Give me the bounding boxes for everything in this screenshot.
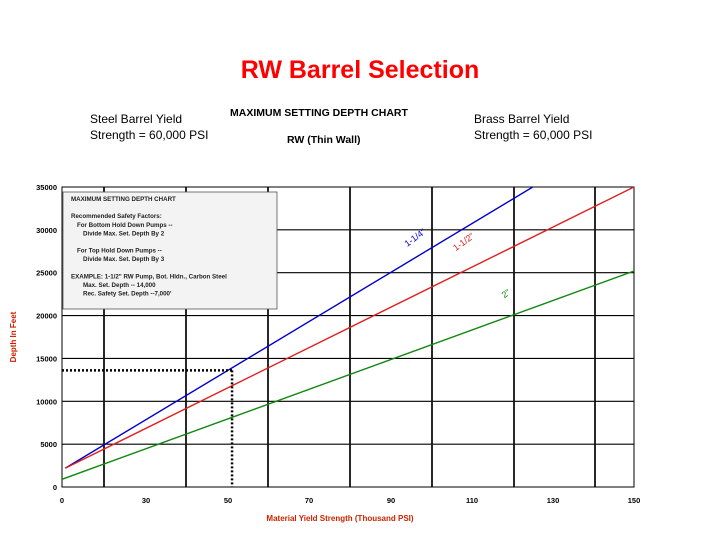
y-tick-label: 10000 [36,397,57,406]
inset-note-line: Divide Max. Set. Depth By 2 [83,230,165,237]
inset-note-box [62,191,278,310]
brass-yield-note-line: Brass Barrel Yield [474,112,570,126]
series-line [65,187,634,469]
inset-note-line: MAXIMUM SETTING DEPTH CHART [71,196,176,203]
plot-frame [61,186,635,488]
steel-yield-note: Steel Barrel Yield Strength = 60,000 PSI [90,111,240,143]
x-axis-label: Material Yield Strength (Thousand PSI) [266,514,413,523]
y-tick-label: 5000 [40,440,57,449]
inset-note-line: Rec. Safety Set. Depth --7,000' [83,291,172,298]
series-line [62,270,634,480]
chart-subtitle: RW (Thin Wall) [287,134,361,146]
inset-note-line: For Bottom Hold Down Pumps -- [77,222,173,229]
series-label: 2" [500,287,513,300]
series-line [64,187,534,469]
y-tick-label: 35000 [36,183,57,192]
brass-yield-note: Brass Barrel Yield Strength = 60,000 PSI [474,111,624,143]
steel-yield-note-line: Steel Barrel Yield [90,112,183,126]
inset-note-line: Max. Set. Depth -- 14,000 [83,282,156,289]
slide-title: RW Barrel Selection [240,56,480,84]
chart-title: MAXIMUM SETTING DEPTH CHART [230,107,408,119]
steel-yield-note-line: Strength = 60,000 PSI [90,128,209,142]
y-axis-label: Depth In Feet [9,311,18,362]
y-tick-label: 0 [53,483,57,492]
x-tick-label: 70 [305,496,313,505]
y-tick-label: 20000 [36,312,57,321]
x-tick-label: 90 [387,496,395,505]
brass-yield-note-line: Strength = 60,000 PSI [474,128,593,142]
inset-note-line: Divide Max. Set. Depth By 3 [83,256,165,263]
x-tick-label: 150 [628,496,641,505]
x-tick-label: 30 [142,496,150,505]
y-tick-label: 25000 [36,269,57,278]
x-tick-label: 110 [466,496,478,505]
inset-note-line: Recommended Safety Factors: [71,213,162,220]
x-tick-label: 130 [547,496,560,505]
inset-note-line: For Top Hold Down Pumps -- [77,248,162,255]
y-tick-label: 15000 [36,354,57,363]
inset-note-line: EXAMPLE: 1-1/2" RW Pump, Bot. Hldn., Car… [71,273,227,280]
x-tick-label: 0 [60,496,64,505]
y-tick-label: 30000 [36,226,57,235]
x-tick-label: 50 [224,496,232,505]
